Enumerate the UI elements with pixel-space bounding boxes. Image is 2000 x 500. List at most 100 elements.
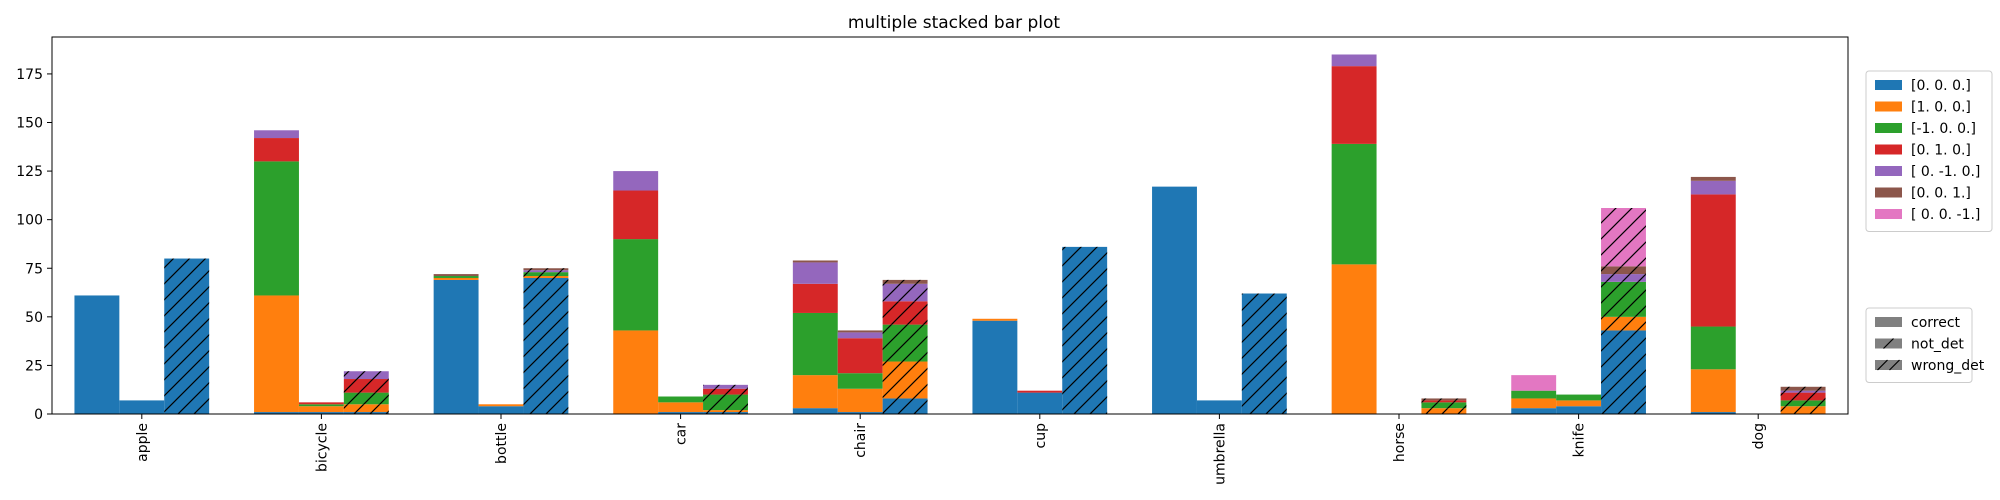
hatch-overlay-bottle-1 <box>523 276 569 278</box>
bar-segment-knife-correct-6 <box>1511 375 1557 391</box>
group-legend-hatch <box>1877 359 1888 371</box>
x-tick-label-umbrella: umbrella <box>1212 423 1228 485</box>
group-legend-hatch <box>1883 338 1894 349</box>
bar-segment-horse-correct-4 <box>1331 54 1377 67</box>
hatch-overlay-umbrella-0 <box>1241 293 1287 414</box>
bar-segment-bicycle-not_det-1 <box>298 406 344 413</box>
hatch-overlay-dog-1 <box>1780 406 1826 414</box>
hatch-overlay-bicycle-2 <box>343 392 389 405</box>
bar-segment-car-correct-2 <box>613 239 659 331</box>
hatch-overlay-car-1 <box>703 410 748 413</box>
hatch-overlay-chair-2 <box>882 324 928 362</box>
legend-entry-label: [ 0. -1. 0.] <box>1911 164 1980 180</box>
hatch-overlay-horse-3 <box>1421 400 1467 403</box>
y-tick-label: 25 <box>25 358 43 374</box>
bar-segment-dog-correct-5 <box>1690 176 1736 181</box>
bar-segment-bicycle-correct-2 <box>254 161 299 296</box>
bar-segment-dog-correct-1 <box>1690 369 1736 413</box>
group-legend-swatch <box>1875 360 1902 370</box>
hatch-overlay-knife-0 <box>1601 330 1646 414</box>
y-tick-label: 175 <box>16 67 43 83</box>
bar-segment-dog-correct-0 <box>1690 412 1736 414</box>
hatch-overlay-dog-4 <box>1780 390 1826 393</box>
hatch-overlay-horse-1 <box>1421 408 1467 414</box>
hatch-overlay-bottle-0 <box>523 277 569 414</box>
legend-entry-label: [1. 0. 0.] <box>1911 100 1971 116</box>
group-legend-label: correct <box>1911 315 1961 331</box>
bar-segment-bottle-not_det-0 <box>478 406 524 414</box>
bar-segment-knife-not_det-1 <box>1556 400 1602 407</box>
bar-segment-umbrella-not_det-0 <box>1196 400 1242 414</box>
bar-segment-chair-correct-1 <box>792 375 838 409</box>
bar-segment-knife-correct-1 <box>1511 398 1557 409</box>
bar-segment-knife-correct-2 <box>1511 390 1557 399</box>
bar-segment-chair-not_det-2 <box>837 373 883 389</box>
legend-swatch <box>1875 123 1902 133</box>
bar-segment-bicycle-correct-0 <box>254 412 299 414</box>
bar-segment-cup-correct-0 <box>972 320 1018 414</box>
bar-segment-chair-correct-5 <box>792 260 838 263</box>
x-tick-label-car: car <box>674 423 690 445</box>
y-tick-label: 125 <box>16 164 43 180</box>
hatch-overlay-car-4 <box>703 384 748 389</box>
x-tick-label-apple: apple <box>135 423 151 462</box>
group-type-legend: correct not_det wrong_det <box>1865 307 1985 383</box>
bar-segment-bicycle-correct-1 <box>254 295 299 413</box>
x-tick-label-bicycle: bicycle <box>314 423 330 472</box>
hatch-overlay-chair-0 <box>882 398 928 414</box>
hatch-overlay-chair-4 <box>882 283 928 302</box>
bar-segment-car-not_det-0 <box>658 412 704 414</box>
group-legend-label: wrong_det <box>1911 358 1985 374</box>
legend-entry-label: [0. 0. 1.] <box>1911 186 1971 202</box>
bar-segment-horse-correct-3 <box>1331 66 1377 144</box>
bar-segment-umbrella-correct-0 <box>1152 186 1197 414</box>
legend-entry-label: [-1. 0. 0.] <box>1911 121 1976 137</box>
y-tick-label: 0 <box>34 407 43 423</box>
hatch-overlay-car-0 <box>703 412 748 414</box>
bar-segment-apple-correct-0 <box>74 295 120 414</box>
x-tick-label-bottle: bottle <box>494 423 510 464</box>
y-tick-label: 100 <box>16 213 43 229</box>
hatch-overlay-chair-1 <box>882 361 928 399</box>
x-tick-label-knife: knife <box>1572 423 1588 457</box>
chart-title: multiple stacked bar plot <box>848 13 1061 33</box>
legend-swatch <box>1875 80 1902 90</box>
bar-segment-chair-correct-2 <box>792 312 838 376</box>
bar-segment-bottle-correct-2 <box>433 276 479 278</box>
bar-segment-dog-correct-2 <box>1690 326 1736 370</box>
bar-segment-car-correct-3 <box>613 190 659 240</box>
bar-segment-chair-not_det-3 <box>837 338 883 374</box>
bars-layer <box>74 54 1826 414</box>
bar-segment-chair-not_det-4 <box>837 332 883 339</box>
bar-segment-bicycle-correct-4 <box>254 130 299 139</box>
hatch-overlay-dog-2 <box>1780 400 1826 407</box>
bar-segment-knife-not_det-0 <box>1556 406 1602 414</box>
bar-segment-car-correct-1 <box>613 330 659 414</box>
bar-segment-car-correct-4 <box>613 171 659 191</box>
legend-entry-label: [0. 0. 0.] <box>1911 78 1971 94</box>
y-tick-label: 75 <box>25 261 43 277</box>
group-legend-swatch <box>1875 317 1902 327</box>
hatch-overlay-chair-5 <box>882 279 928 284</box>
bar-segment-knife-correct-0 <box>1511 408 1557 414</box>
hatch-overlay-horse-2 <box>1421 402 1467 409</box>
group-legend-hatch <box>1889 359 1900 371</box>
hatch-overlay-knife-4 <box>1601 274 1646 282</box>
hatch-overlay-car-3 <box>703 388 748 395</box>
legend-entry-label: [ 0. 0. -1.] <box>1911 207 1980 223</box>
y-tick-label: 150 <box>16 116 43 132</box>
plot-frame <box>51 36 1849 415</box>
bar-segment-chair-correct-4 <box>792 262 838 284</box>
y-tick-label: 50 <box>25 310 43 326</box>
hatch-overlay-bicycle-4 <box>343 371 389 380</box>
hatch-overlay-bicycle-3 <box>343 379 389 393</box>
hatch-overlay-bicycle-1 <box>343 404 389 413</box>
series-legend: [0. 0. 0.] [1. 0. 0.] [-1. 0. 0.] [0. 1. 0.… <box>1865 70 1993 232</box>
hatch-overlay-bottle-2 <box>523 272 569 277</box>
hatch-overlay-apple-0 <box>164 258 210 414</box>
hatch-overlay-car-2 <box>703 394 748 411</box>
axes-layer: 0 25 50 75 100 125 150 175 apple bicycle bottle car… <box>16 36 1849 485</box>
hatch-overlay-bottle-5 <box>523 268 569 271</box>
x-tick-label-cup: cup <box>1033 423 1049 449</box>
